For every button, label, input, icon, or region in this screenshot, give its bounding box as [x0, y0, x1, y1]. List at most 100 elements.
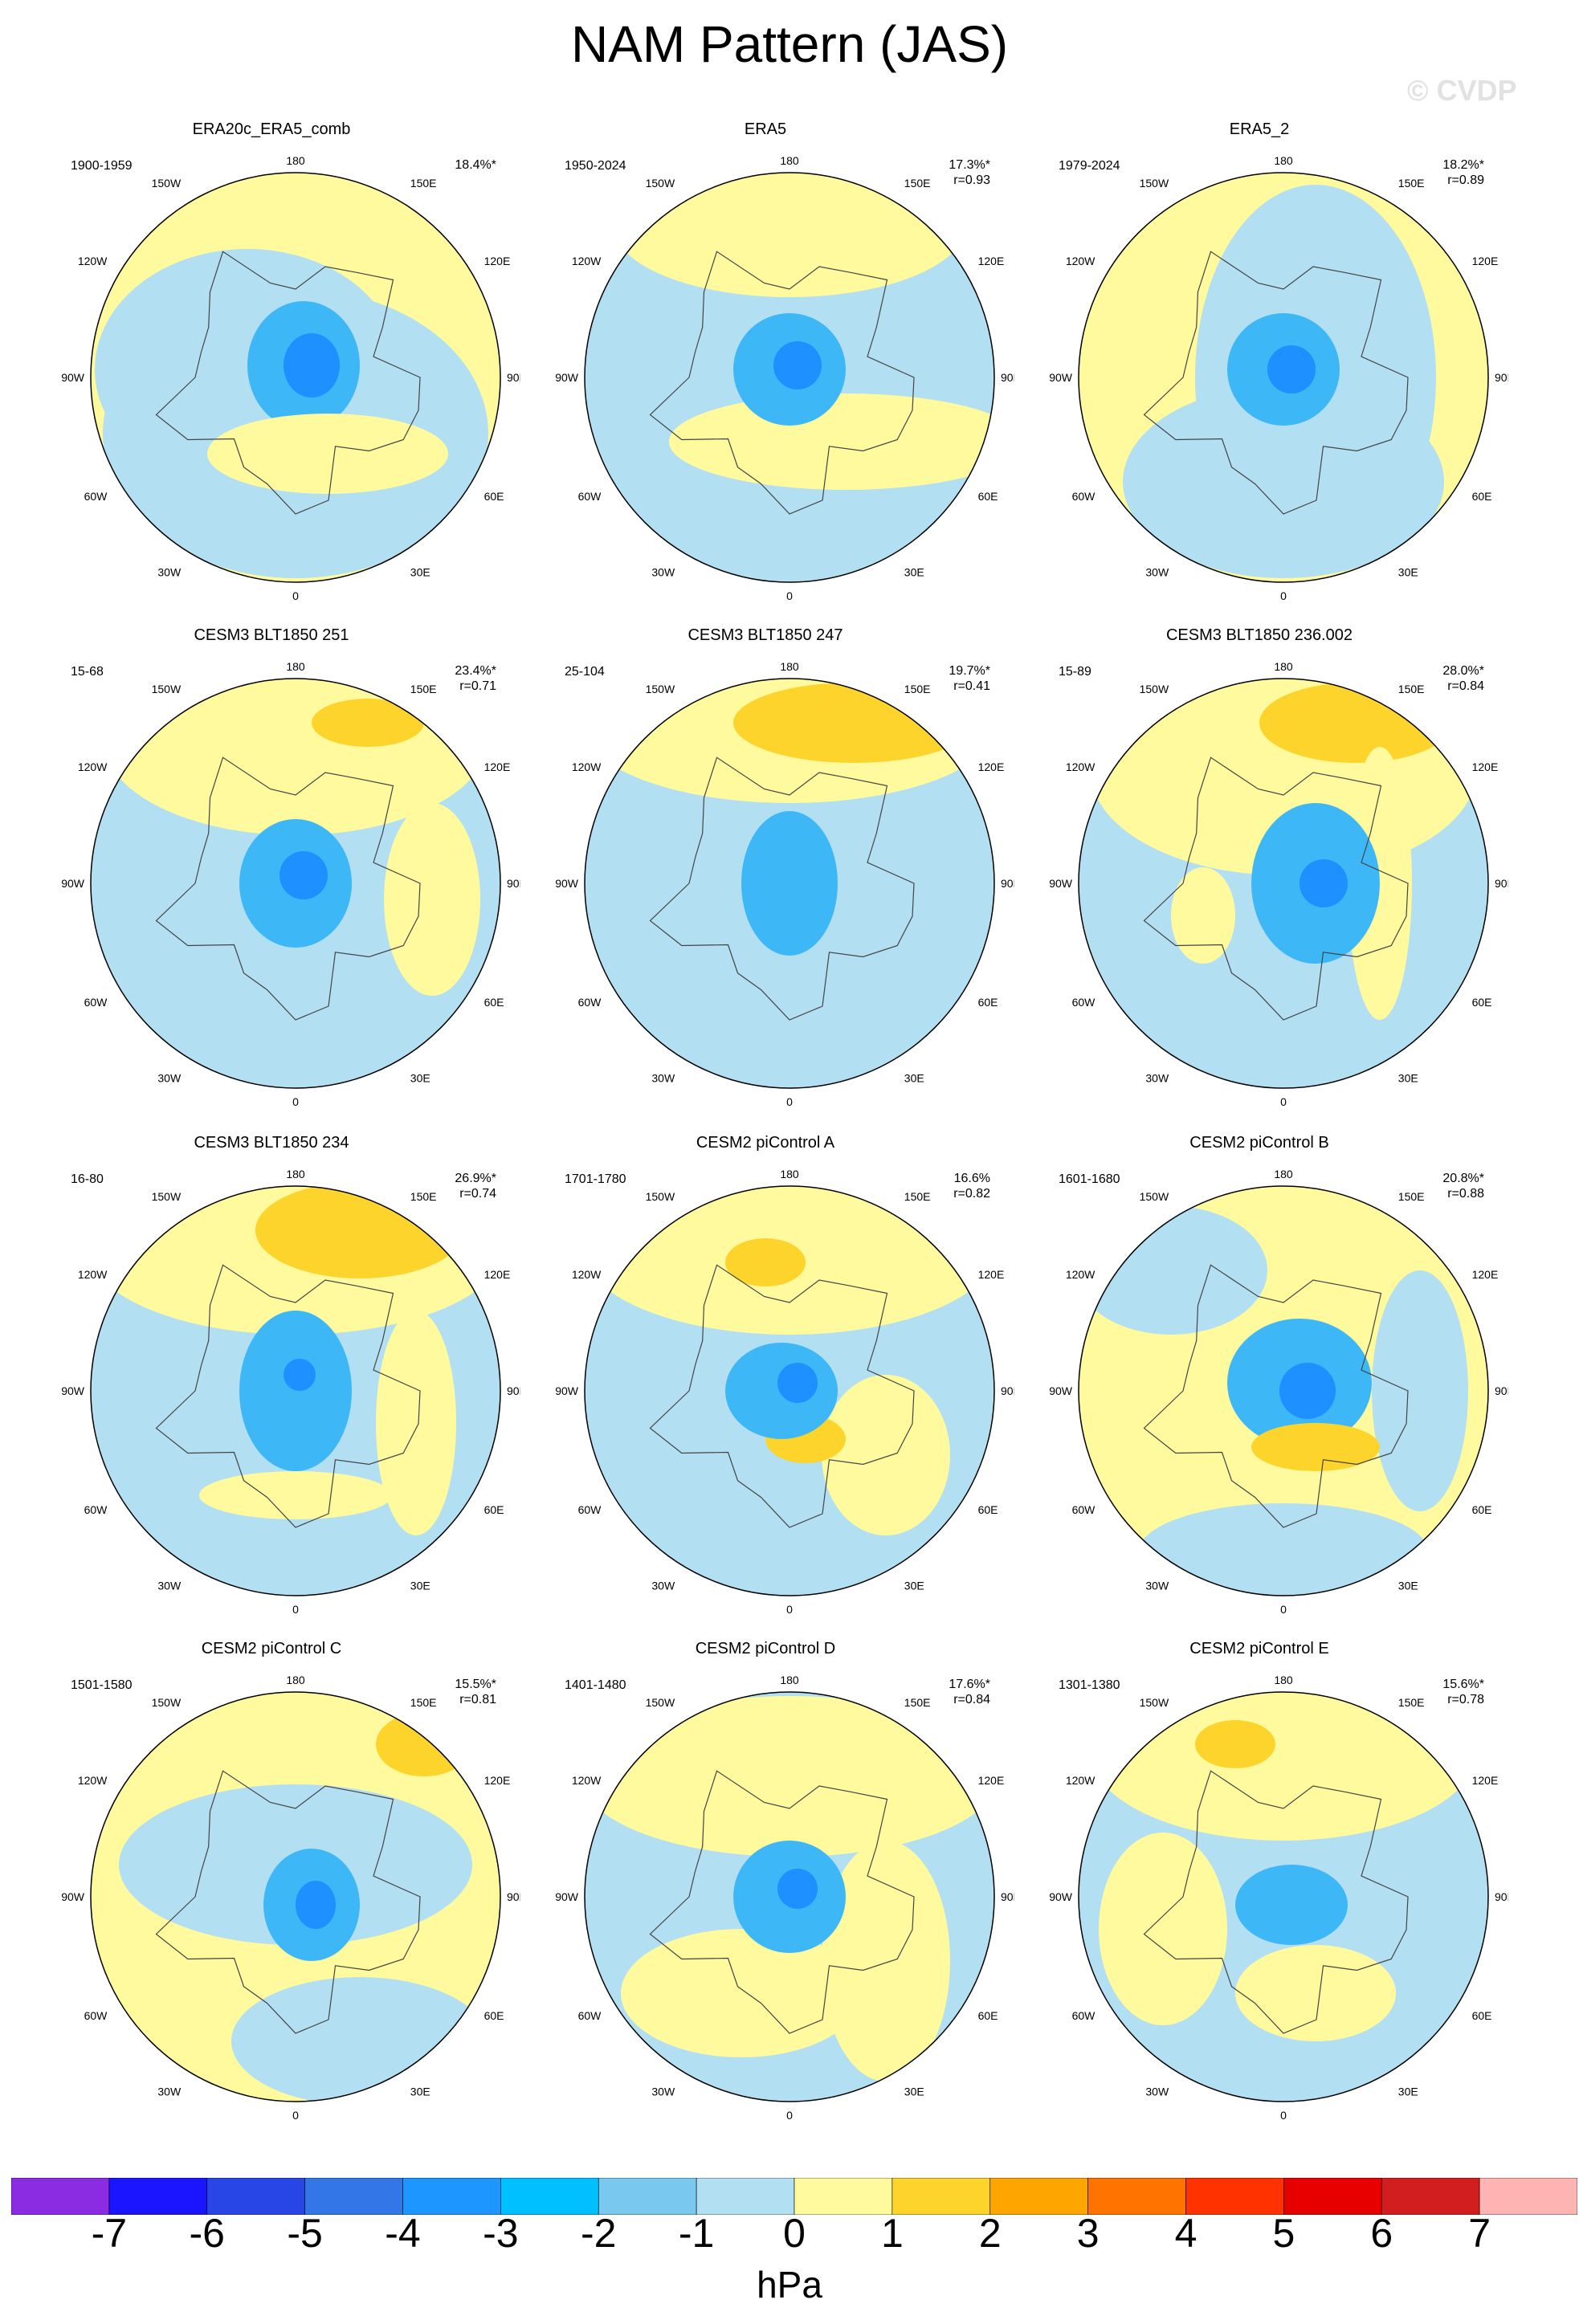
longitude-label: 180 — [1274, 1674, 1293, 1686]
anomaly-contour — [231, 1977, 488, 2102]
coastline — [1143, 756, 1409, 1021]
longitude-label: 90E — [1495, 371, 1508, 384]
colorbar — [11, 2178, 1577, 2215]
longitude-label: 30E — [904, 1071, 924, 1084]
longitude-label: 180 — [1274, 660, 1293, 673]
longitude-label: 30W — [1145, 1071, 1169, 1084]
panel-stats: 15.6%* r=0.78 — [1442, 1677, 1484, 1707]
coastline — [649, 1770, 915, 2034]
longitude-label: 120E — [1472, 255, 1499, 267]
longitude-label: 60E — [484, 996, 504, 1009]
colorbar-segment — [794, 2178, 893, 2215]
longitude-label: 120E — [1472, 1774, 1499, 1787]
variance-explained: 17.3%* — [949, 158, 990, 172]
coastline — [1143, 1264, 1409, 1528]
longitude-label: 30E — [1398, 565, 1418, 578]
longitude-label: 120E — [978, 1774, 1005, 1787]
coastline — [1143, 1770, 1409, 2034]
longitude-label: 90E — [1001, 371, 1014, 384]
longitude-label: 150E — [904, 1696, 931, 1709]
polar-map: 180 0 90W 90E 150W 120W 150E 120E 60W 30W 60E 30E — [61, 154, 520, 602]
anomaly-contour — [621, 1929, 862, 2057]
longitude-label: 90E — [507, 371, 520, 384]
variance-explained: 28.0%* — [1442, 664, 1484, 678]
main-title: NAM Pattern (JAS) — [570, 15, 1009, 73]
panel-stats: 18.2%* r=0.89 — [1442, 157, 1484, 188]
anomaly-contour — [585, 1696, 994, 1857]
map-boundary — [584, 1185, 995, 1596]
colorbar-tick-label: 6 — [1370, 2211, 1393, 2256]
coastline — [155, 1264, 421, 1528]
map-boundary — [1078, 172, 1489, 583]
longitude-label: 120E — [978, 1268, 1005, 1281]
longitude-label: 180 — [286, 660, 305, 673]
longitude-label: 30W — [1145, 565, 1169, 578]
anomaly-contour — [1171, 867, 1235, 964]
map-panel: ERA5_2 1979-2024 18.2%*r=0.89 180 0 90W 90E 150… — [1010, 120, 1508, 626]
longitude-label: 60E — [1472, 490, 1492, 503]
map-boundary — [1078, 1185, 1489, 1596]
anomaly-contour — [279, 851, 328, 899]
map-panel: CESM2 piControl E 1301-1380 15.6%* r=0.78 18… — [1010, 1640, 1508, 2146]
longitude-label: 30E — [410, 2085, 430, 2098]
panel-title: ERA20c_ERA5_comb — [192, 120, 351, 138]
longitude-label: 30W — [157, 565, 182, 578]
longitude-label: 0 — [786, 1603, 793, 1616]
anomaly-contour — [1099, 1833, 1227, 2025]
map-panel: ERA51950-202417.3%*r=0.93180090W90E150W1… — [516, 120, 1014, 626]
polar-map: 180 0 90W 90E 150W 120W 150E 120E 60W 30W 60E 30E — [555, 1674, 1014, 2122]
longitude-label: 90W — [1049, 1384, 1073, 1397]
polar-map: 180 0 90W 90E 150W 120W 150E 120E 60W 30W 60E 30E — [555, 660, 1014, 1108]
colorbar-tick-label: -5 — [287, 2211, 323, 2256]
pattern-correlation: r=0.74 — [459, 1187, 496, 1201]
longitude-label: 150E — [1398, 1696, 1425, 1709]
anomaly-contour — [384, 803, 480, 996]
longitude-label: 90E — [1495, 877, 1508, 890]
panel-stats: 15.5%* r=0.81 — [455, 1677, 496, 1707]
longitude-label: 150W — [152, 1190, 182, 1203]
longitude-label: 120W — [78, 760, 108, 773]
longitude-label: 30E — [1398, 1071, 1418, 1084]
longitude-label: 150E — [410, 1696, 437, 1709]
polar-map: 180 0 90W 90E 150W 120W 150E 120E 60W 30W 60E 30E — [555, 154, 1014, 602]
variance-explained: 18.4%* — [455, 158, 496, 172]
panel-title: CESM3 BLT1850 234 — [194, 1134, 349, 1152]
longitude-label: 90W — [61, 877, 85, 890]
longitude-label: 150W — [646, 177, 675, 190]
longitude-label: 60E — [1472, 996, 1492, 1009]
longitude-label: 60W — [1072, 2009, 1096, 2022]
anomaly-contour — [613, 173, 966, 297]
panel-title: CESM3 BLT1850 236.002 — [1165, 626, 1353, 644]
longitude-label: 120W — [572, 1774, 602, 1787]
longitude-label: 60E — [978, 996, 998, 1009]
variance-explained: 20.8%* — [1442, 1172, 1484, 1185]
colorbar-tick-label: -4 — [385, 2211, 421, 2256]
colorbar-tick-label: 3 — [1076, 2211, 1100, 2256]
longitude-label: 120W — [1066, 255, 1096, 267]
anomaly-contour — [822, 1375, 950, 1535]
anomaly-contour — [199, 1471, 392, 1519]
panel-period: 25-104 — [565, 665, 605, 679]
coastline — [155, 1770, 421, 2034]
panel-period: 1501-1580 — [71, 1678, 133, 1692]
anomaly-contour — [725, 1238, 806, 1286]
longitude-label: 60W — [84, 996, 108, 1009]
longitude-label: 150E — [1398, 1190, 1425, 1203]
variance-explained: 17.6%* — [949, 1678, 990, 1691]
longitude-label: 30E — [1398, 1579, 1418, 1592]
variance-explained: 23.4%* — [455, 664, 496, 678]
longitude-label: 120E — [484, 760, 511, 773]
colorbar-tick-label: 2 — [978, 2211, 1002, 2256]
colorbar-segment — [1087, 2178, 1186, 2215]
colorbar-segment — [206, 2178, 305, 2215]
colorbar-segment — [598, 2178, 697, 2215]
map-boundary — [90, 1185, 501, 1596]
map-panel: CESM2 piControl A 1701-1780 16.6% r=0.82 180… — [516, 1134, 1014, 1640]
panel-title: CESM2 piControl D — [695, 1640, 836, 1657]
longitude-label: 150W — [646, 1190, 675, 1203]
anomaly-contour — [1372, 1270, 1468, 1511]
pattern-correlation: r=0.84 — [1447, 679, 1484, 693]
map-boundary — [90, 172, 501, 583]
longitude-label: 30W — [1145, 2085, 1169, 2098]
longitude-label: 0 — [292, 589, 299, 602]
